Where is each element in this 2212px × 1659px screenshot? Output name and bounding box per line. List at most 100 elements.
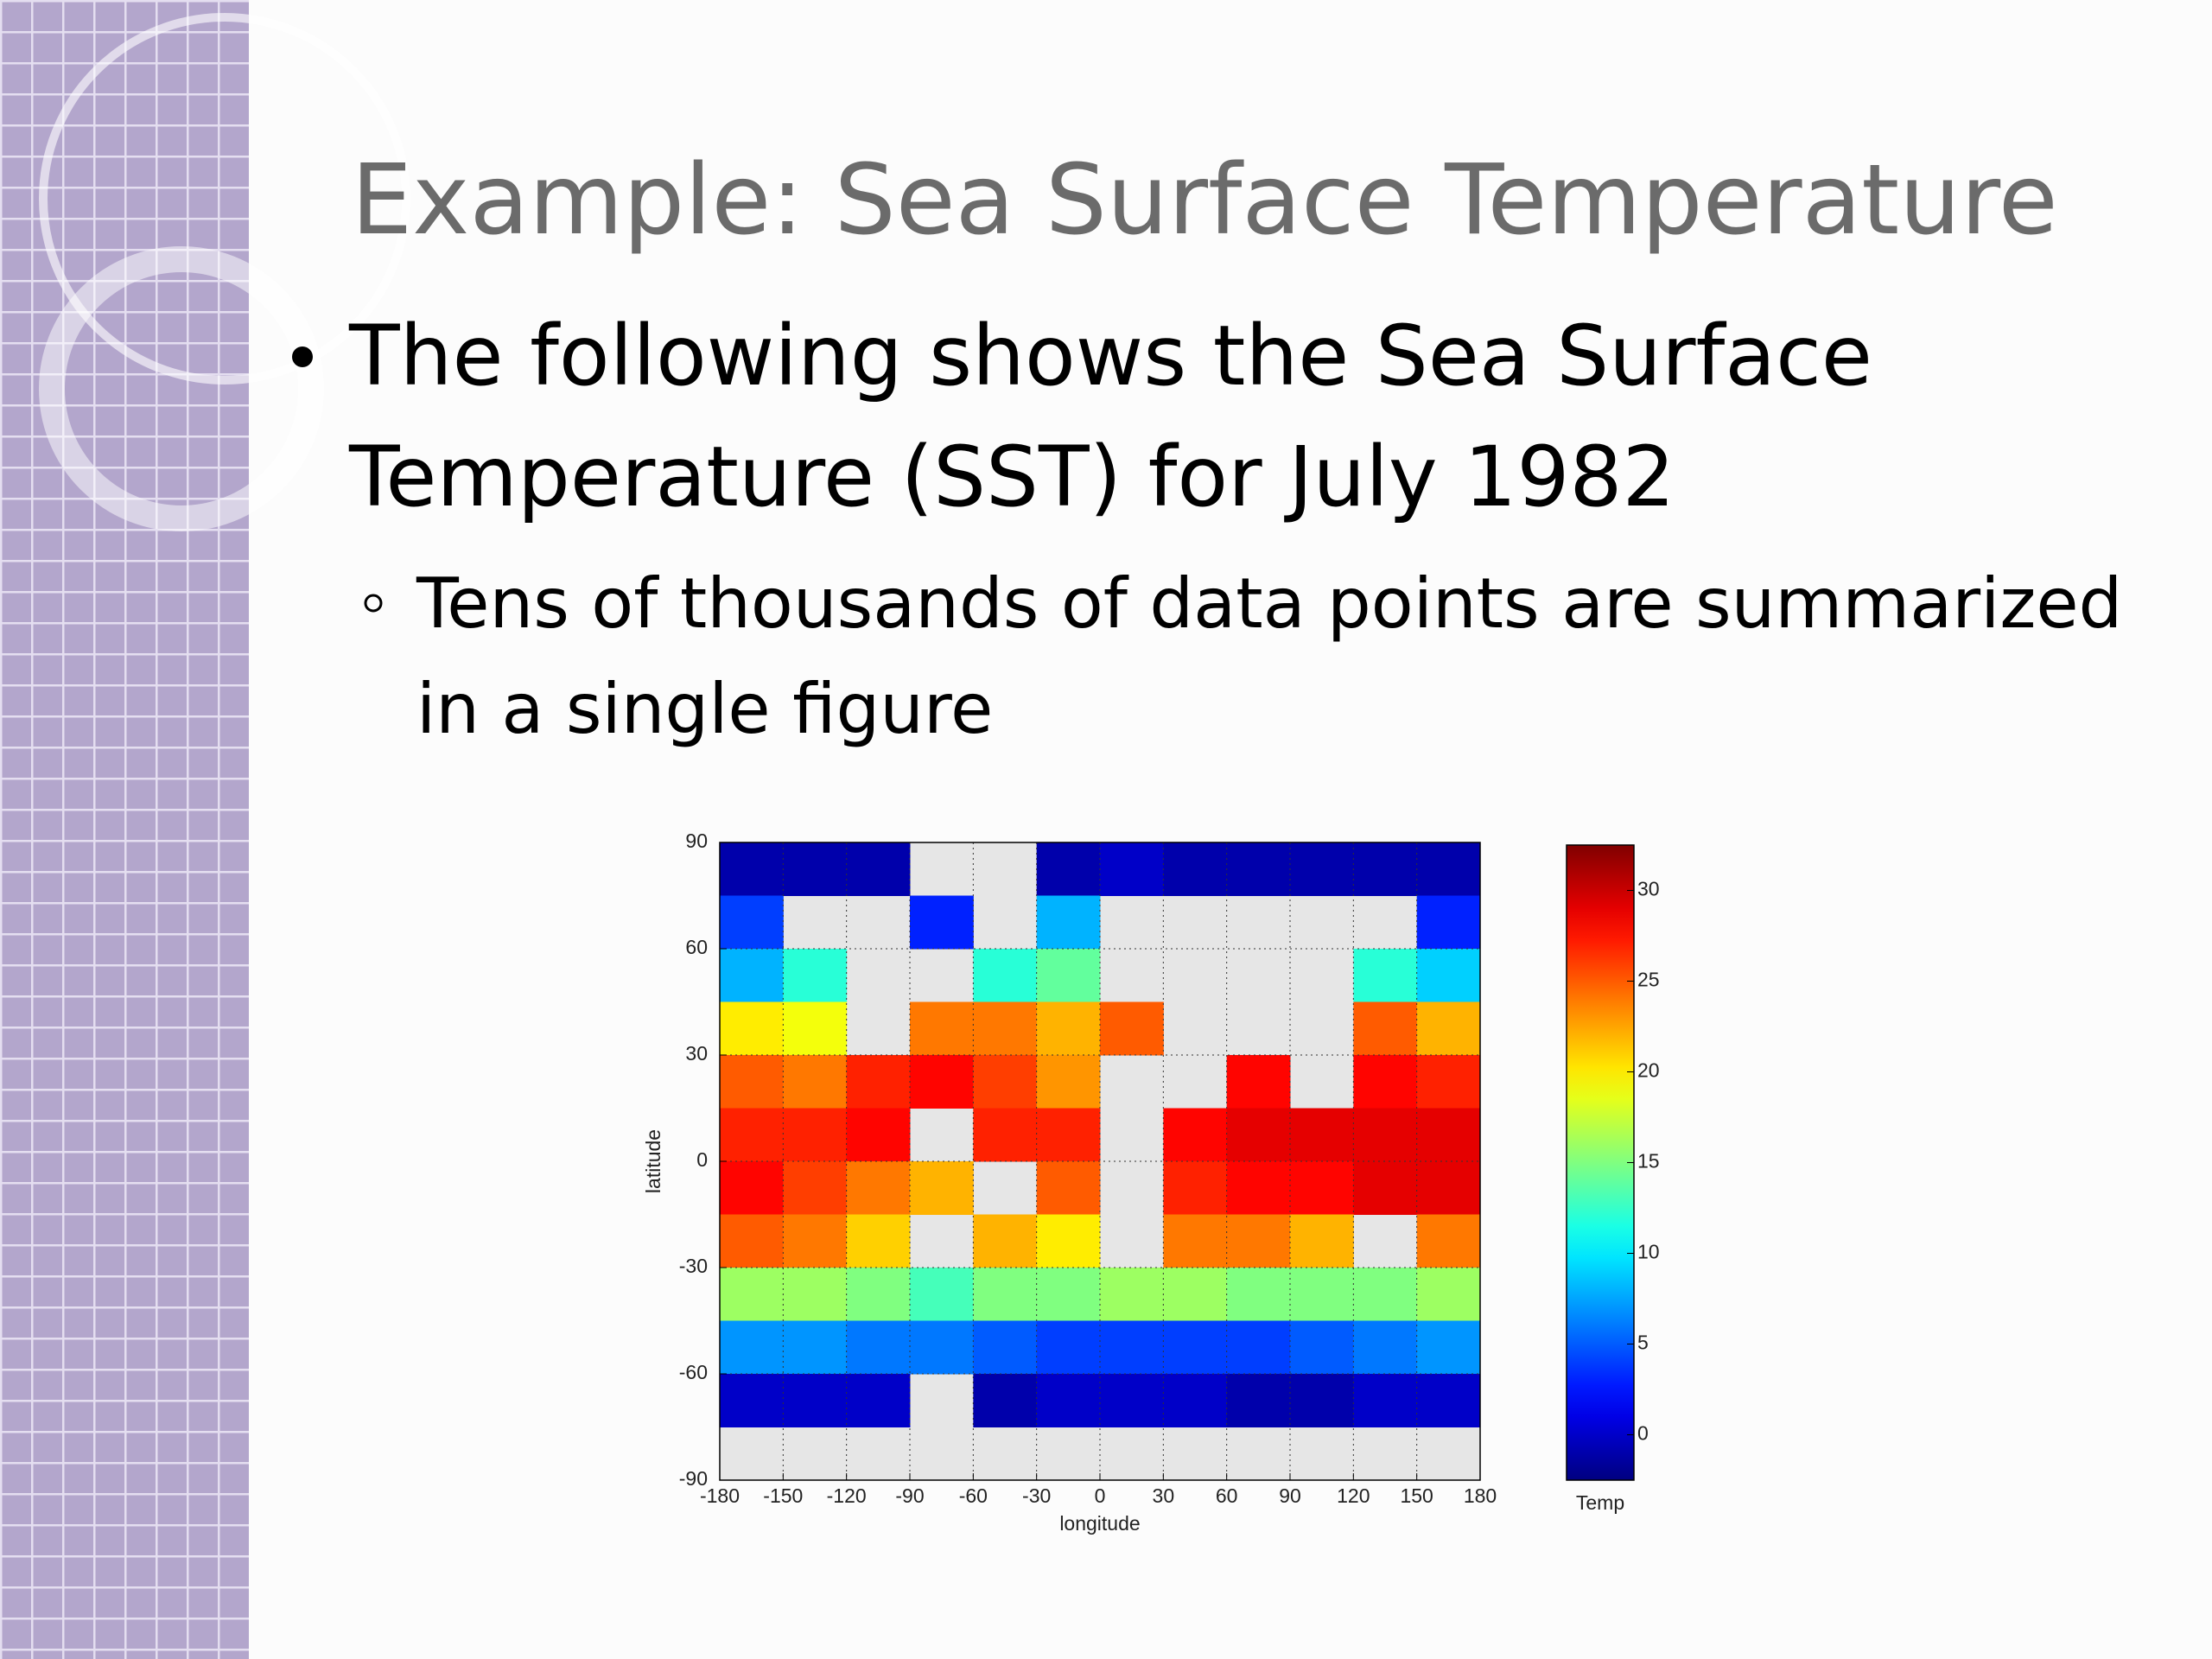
x-tick-label: -30 bbox=[1022, 1484, 1051, 1507]
heatmap-cell bbox=[1100, 1374, 1164, 1427]
heatmap-cell bbox=[1036, 1161, 1101, 1215]
decor-circle bbox=[39, 13, 410, 385]
heatmap-cell bbox=[720, 1001, 784, 1056]
heatmap-cell bbox=[1416, 1374, 1481, 1427]
heatmap-cell bbox=[910, 895, 974, 950]
heatmap-cell bbox=[1036, 895, 1101, 950]
heatmap-cell bbox=[973, 1268, 1038, 1321]
sidebar bbox=[0, 0, 249, 1659]
heatmap-cell bbox=[1416, 895, 1481, 950]
y-tick-label: -30 bbox=[679, 1255, 708, 1277]
heatmap-cell bbox=[1416, 949, 1481, 1002]
heatmap-cell bbox=[1226, 1108, 1291, 1162]
heatmap-cell bbox=[1416, 842, 1481, 896]
colorbar-tick-label: 30 bbox=[1637, 878, 1660, 900]
heatmap-cell bbox=[1100, 842, 1164, 896]
heatmap-cell bbox=[846, 1320, 911, 1375]
heatmap-cell bbox=[1163, 1108, 1228, 1162]
heatmap-cell bbox=[973, 1055, 1038, 1109]
heatmap-cell bbox=[846, 1374, 911, 1427]
heatmap-cell bbox=[910, 1320, 974, 1375]
colorbar-tick-label: 20 bbox=[1637, 1059, 1660, 1082]
heatmap-cell bbox=[1100, 1001, 1164, 1056]
heatmap-cell bbox=[910, 1055, 974, 1109]
heatmap-cell bbox=[973, 1374, 1038, 1427]
x-tick-label: 90 bbox=[1279, 1484, 1301, 1507]
heatmap-cell bbox=[1290, 1268, 1354, 1321]
x-tick-label: 60 bbox=[1216, 1484, 1238, 1507]
y-axis-label: latitude bbox=[642, 1129, 664, 1193]
heatmap-cell bbox=[973, 1108, 1038, 1162]
heatmap-cell bbox=[846, 1214, 911, 1268]
y-tick-label: -60 bbox=[679, 1361, 708, 1383]
heatmap-cell bbox=[720, 1108, 784, 1162]
heatmap-cell bbox=[1353, 1055, 1418, 1109]
x-tick-label: 180 bbox=[1464, 1484, 1497, 1507]
heatmap-cell bbox=[1163, 1374, 1228, 1427]
heatmap-cell bbox=[1353, 949, 1418, 1002]
colorbar-tick-label: 15 bbox=[1637, 1150, 1660, 1173]
heatmap-cell bbox=[1036, 1320, 1101, 1375]
heatmap-cell bbox=[1100, 1268, 1164, 1321]
x-tick-label: 30 bbox=[1153, 1484, 1175, 1507]
heatmap-cell bbox=[720, 1214, 784, 1268]
heatmap-cell bbox=[720, 1374, 784, 1427]
heatmap-cell bbox=[783, 1161, 848, 1215]
bullet-line: Temperature (SST) for July 1982 bbox=[348, 429, 1675, 525]
sub-bullet-line: Tens of thousands of data points are sum… bbox=[416, 563, 2122, 644]
heatmap-cell bbox=[1036, 1268, 1101, 1321]
decor-circle bbox=[39, 246, 324, 531]
heatmap-cell bbox=[720, 1055, 784, 1109]
colorbar bbox=[1566, 844, 1635, 1481]
x-tick-label: -150 bbox=[763, 1484, 803, 1507]
heatmap-cell bbox=[1353, 1161, 1418, 1215]
x-tick-label: -60 bbox=[959, 1484, 988, 1507]
heatmap-cell bbox=[1416, 1055, 1481, 1109]
bullet-line: The following shows the Sea Surface bbox=[348, 308, 1872, 404]
heatmap-cell bbox=[910, 1001, 974, 1056]
heatmap-cell bbox=[1036, 1214, 1101, 1268]
heatmap-cell bbox=[846, 842, 911, 896]
heatmap-cell bbox=[1290, 842, 1354, 896]
heatmap-cell bbox=[1036, 842, 1101, 896]
x-tick-label: -120 bbox=[827, 1484, 867, 1507]
heatmap-cell bbox=[1416, 1108, 1481, 1162]
bullet-dot bbox=[292, 346, 313, 367]
heatmap-cell bbox=[1226, 1268, 1291, 1321]
heatmap-cell bbox=[720, 1268, 784, 1321]
heatmap-cell bbox=[973, 949, 1038, 1002]
heatmap-cell bbox=[1163, 1268, 1228, 1321]
heatmap-cell bbox=[846, 1268, 911, 1321]
heatmap-cell bbox=[1416, 1320, 1481, 1375]
heatmap-cell bbox=[1036, 1001, 1101, 1056]
heatmap-cell bbox=[720, 1161, 784, 1215]
heatmap-cell bbox=[1226, 1320, 1291, 1375]
heatmap-cell bbox=[1036, 1055, 1101, 1109]
y-tick-label: -90 bbox=[679, 1467, 708, 1490]
heatmap-cell bbox=[1163, 1320, 1228, 1375]
colorbar-label: Temp bbox=[1576, 1491, 1624, 1514]
heatmap-cell bbox=[1100, 1320, 1164, 1375]
colorbar-tick-label: 10 bbox=[1637, 1241, 1660, 1263]
x-tick-label: 0 bbox=[1095, 1484, 1106, 1507]
heatmap-cell bbox=[1036, 949, 1101, 1002]
heatmap-cell bbox=[846, 1055, 911, 1109]
heatmap-cell bbox=[720, 842, 784, 896]
heatmap-cell bbox=[1416, 1161, 1481, 1215]
heatmap-cell bbox=[1290, 1374, 1354, 1427]
x-tick-label: 120 bbox=[1337, 1484, 1370, 1507]
x-tick-label: -180 bbox=[700, 1484, 740, 1507]
heatmap-cell bbox=[1353, 1374, 1418, 1427]
heatmap-cell bbox=[910, 1268, 974, 1321]
heatmap-cell bbox=[973, 1214, 1038, 1268]
heatmap-cell bbox=[1290, 1161, 1354, 1215]
x-axis-label: longitude bbox=[1059, 1512, 1140, 1535]
heatmap-cell bbox=[1226, 842, 1291, 896]
x-tick-label: 150 bbox=[1400, 1484, 1433, 1507]
heatmap-cell bbox=[1416, 1214, 1481, 1268]
heatmap-cell bbox=[783, 1268, 848, 1321]
heatmap-cell bbox=[1226, 1214, 1291, 1268]
heatmap-cell bbox=[1290, 1320, 1354, 1375]
heatmap-cell bbox=[1353, 1108, 1418, 1162]
